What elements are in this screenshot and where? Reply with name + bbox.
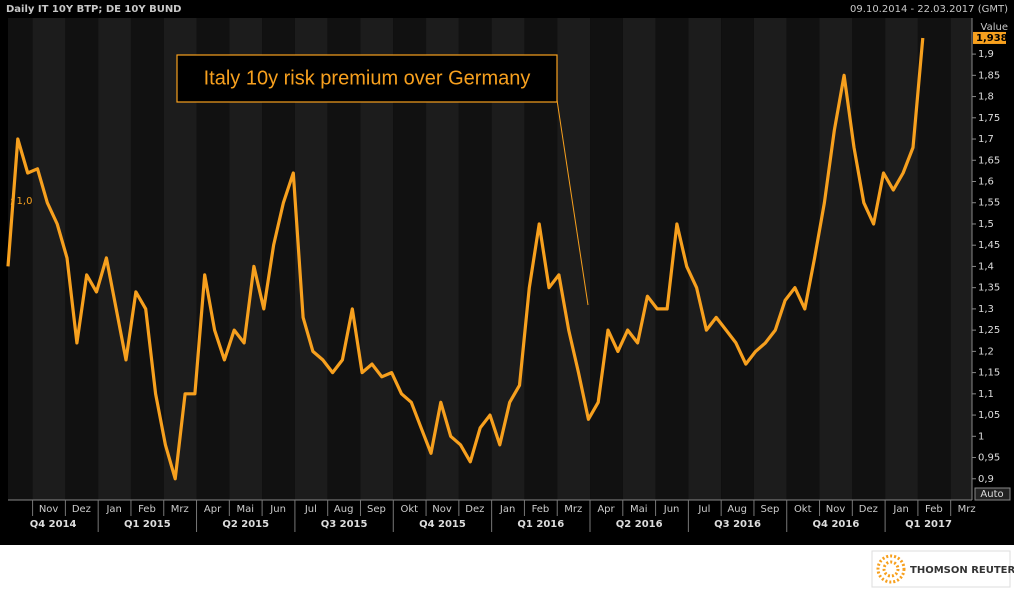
x-tick-label: Nov <box>39 504 59 515</box>
date-range: 09.10.2014 - 22.03.2017 (GMT) <box>850 4 1008 15</box>
y-tick-label: 1,9 <box>978 49 994 60</box>
quarter-label: Q1 2016 <box>517 519 564 530</box>
x-tick-label: Nov <box>432 504 452 515</box>
x-tick-label: Sep <box>367 504 386 515</box>
x-tick-label: Feb <box>925 504 943 515</box>
x-tick-label: Mrz <box>171 504 189 515</box>
x-tick-label: Mrz <box>564 504 582 515</box>
y-tick-label: 1,5 <box>978 219 994 230</box>
quarter-label: Q4 2016 <box>813 519 860 530</box>
month-stripe <box>885 18 918 500</box>
quarter-label: Q2 2015 <box>222 519 269 530</box>
x-tick-label: Dez <box>859 504 878 515</box>
y-tick-label: 1,25 <box>978 325 1000 336</box>
month-stripe <box>65 18 99 500</box>
month-stripe <box>688 18 722 500</box>
x-tick-label: Jul <box>304 504 317 515</box>
y-tick-label: 0,9 <box>978 474 994 485</box>
x-tick-label: Okt <box>400 504 418 515</box>
quarter-label: Q1 2015 <box>124 519 171 530</box>
month-stripe <box>852 18 886 500</box>
month-stripe <box>130 18 164 500</box>
x-tick-label: Okt <box>794 504 812 515</box>
x-tick-label: Apr <box>204 504 222 515</box>
annotation-connector <box>556 99 589 306</box>
logo-ring <box>882 560 900 578</box>
month-stripe <box>98 18 131 500</box>
x-tick-label: Aug <box>727 504 747 515</box>
left-marker: ; 1,0 <box>10 196 32 207</box>
x-tick-label: Dez <box>465 504 484 515</box>
quarter-label: Q1 2017 <box>905 519 952 530</box>
logo-ring <box>876 554 906 584</box>
x-tick-label: Jun <box>663 504 680 515</box>
last-value-label: 1,938 <box>976 33 1008 44</box>
y-tick-label: 1,75 <box>978 113 1000 124</box>
month-stripe <box>8 18 33 500</box>
x-tick-label: Dez <box>72 504 91 515</box>
quarter-label: Q2 2016 <box>616 519 663 530</box>
x-tick-label: Mrz <box>958 504 976 515</box>
x-tick-label: Mai <box>237 504 255 515</box>
x-tick-label: Mai <box>630 504 648 515</box>
month-stripe <box>32 18 66 500</box>
x-tick-label: Jul <box>697 504 710 515</box>
y-tick-label: 0,95 <box>978 453 1000 464</box>
month-stripe <box>622 18 656 500</box>
y-tick-label: 1,35 <box>978 283 1000 294</box>
month-stripe <box>721 18 754 500</box>
y-tick-label: 1 <box>978 431 984 442</box>
y-tick-label: 1,1 <box>978 389 994 400</box>
x-tick-label: Feb <box>532 504 550 515</box>
stripes <box>8 18 972 500</box>
x-tick-label: Jan <box>105 504 121 515</box>
month-stripe <box>950 18 972 500</box>
x-tick-label: Apr <box>597 504 615 515</box>
x-tick-label: Feb <box>138 504 156 515</box>
series-line <box>6 37 925 481</box>
axis-mode: Auto <box>980 489 1003 500</box>
x-tick-label: Jan <box>892 504 908 515</box>
x-tick-label: Nov <box>826 504 846 515</box>
annotation: Italy 10y risk premium over Germany <box>204 67 531 89</box>
quarter-label: Q3 2015 <box>321 519 368 530</box>
month-stripe <box>917 18 951 500</box>
y-tick-label: 1,05 <box>978 410 1000 421</box>
auto-box <box>974 487 1011 501</box>
x-tick-label: Jan <box>499 504 515 515</box>
axis-title: Value <box>981 22 1008 33</box>
last-value-box <box>973 31 1006 44</box>
month-stripe <box>557 18 591 500</box>
month-stripe <box>753 18 787 500</box>
quarter-label: Q4 2014 <box>30 519 77 530</box>
y-tick-label: 1,8 <box>978 92 994 103</box>
quarter-label: Q4 2015 <box>419 519 466 530</box>
annotation-box <box>176 54 558 103</box>
y-tick-label: 1,65 <box>978 155 1000 166</box>
brand-logo: THOMSON REUTERS <box>871 550 1014 588</box>
month-stripe <box>590 18 623 500</box>
y-tick-label: 1,3 <box>978 304 994 315</box>
y-tick-label: 1,7 <box>978 134 994 145</box>
x-tick-label: Jun <box>269 504 286 515</box>
y-tick-label: 1,15 <box>978 368 1000 379</box>
quarter-label: Q3 2016 <box>714 519 761 530</box>
brand: THOMSON REUTERS <box>910 565 1014 576</box>
y-tick-label: 1,55 <box>978 198 1000 209</box>
y-tick-label: 1,4 <box>978 261 994 272</box>
x-tick-label: Sep <box>761 504 780 515</box>
y-tick-label: 1,2 <box>978 346 994 357</box>
y-tick-label: 1,85 <box>978 70 1000 81</box>
chart-title: Daily IT 10Y BTP; DE 10Y BUND <box>6 4 181 15</box>
y-tick-label: 1,6 <box>978 176 994 187</box>
x-tick-label: Aug <box>334 504 354 515</box>
y-tick-label: 1,45 <box>978 240 1000 251</box>
